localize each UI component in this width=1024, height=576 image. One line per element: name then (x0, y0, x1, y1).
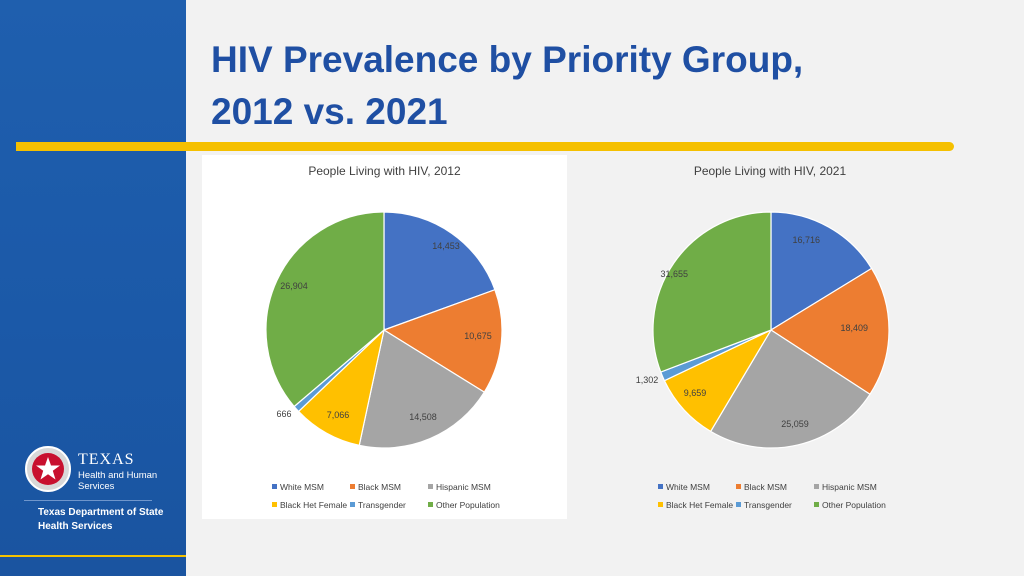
chart-panel-2012: People Living with HIV, 2012 14,453 10,67… (202, 155, 567, 519)
legend-label: Black MSM (358, 482, 401, 492)
pie-slice-other-population (265, 211, 385, 408)
pie-slice-black-msm (769, 267, 890, 396)
data-label-black-msm: 18,409 (840, 323, 868, 333)
legend-swatch (272, 502, 277, 507)
data-label-hispanic-msm: 14,508 (409, 412, 437, 422)
legend-label: White MSM (280, 482, 324, 492)
title-underline-bar (16, 142, 954, 151)
dept-name-line1: Texas Department of State (38, 507, 164, 518)
legend-swatch (428, 502, 433, 507)
legend-item-white-msm: White MSM (272, 482, 324, 492)
legend-swatch (814, 484, 819, 489)
legend-label: Transgender (744, 500, 792, 510)
data-label-transgender: 666 (276, 409, 291, 419)
logo-texas-word: TEXAS (78, 451, 135, 468)
legend-item-black-msm: Black MSM (736, 482, 787, 492)
legend-item-black-het-female: Black Het Female (658, 500, 733, 510)
data-label-white-msm: 14,453 (432, 241, 460, 251)
pie-slice-hispanic-msm (709, 329, 871, 449)
legend-swatch (428, 484, 433, 489)
chart-title-2012: People Living with HIV, 2012 (308, 164, 461, 178)
legend-item-other-population: Other Population (428, 500, 500, 510)
legend-item-hispanic-msm: Hispanic MSM (428, 482, 491, 492)
hhs-logo: TEXAS Health and Human Services (24, 444, 164, 494)
legend-label: Black MSM (744, 482, 787, 492)
texas-seal-icon (25, 446, 71, 492)
legend-label: Other Population (822, 500, 886, 510)
data-label-black-het-female: 9,659 (684, 388, 707, 398)
pie-slice-hispanic-msm (358, 329, 486, 449)
legend-item-black-msm: Black MSM (350, 482, 401, 492)
sidebar-panel: TEXAS Health and Human Services Texas De… (0, 0, 186, 576)
pie-slice-white-msm (383, 211, 496, 331)
legend-swatch (658, 502, 663, 507)
legend-swatch (736, 502, 741, 507)
legend-item-hispanic-msm: Hispanic MSM (814, 482, 877, 492)
legend-item-black-het-female: Black Het Female (272, 500, 347, 510)
legend-label: Black Het Female (280, 500, 348, 510)
legend-item-white-msm: White MSM (658, 482, 710, 492)
legend-label: Other Population (436, 500, 500, 510)
data-label-hispanic-msm: 25,059 (781, 419, 809, 429)
chart-panel-2021: People Living with HIV, 2021 16,716 18,40… (580, 155, 960, 519)
dept-name-line2: Health Services (38, 521, 113, 532)
pie-chart-2012: 14,453 10,675 14,508 7,066 666 26,904 (265, 211, 503, 449)
logo-agency-line2: Services (78, 481, 115, 492)
legend-swatch (350, 502, 355, 507)
pie-slice-other-population (652, 211, 772, 373)
data-label-black-het-female: 7,066 (327, 410, 350, 420)
legend-swatch (272, 484, 277, 489)
legend-label: Hispanic MSM (436, 482, 491, 492)
data-label-transgender: 1,302 (636, 375, 659, 385)
legend-label: Black Het Female (666, 500, 734, 510)
legend-swatch (350, 484, 355, 489)
pie-chart-2021: 16,716 18,409 25,059 9,659 1,302 31,655 (636, 211, 890, 449)
data-label-black-msm: 10,675 (464, 331, 492, 341)
chart-title-2021: People Living with HIV, 2021 (693, 164, 847, 178)
legend-swatch (814, 502, 819, 507)
legend-swatch (736, 484, 741, 489)
legend-item-transgender: Transgender (736, 500, 792, 510)
legend-item-transgender: Transgender (350, 500, 406, 510)
legend-label: Hispanic MSM (822, 482, 877, 492)
legend-label: Transgender (358, 500, 406, 510)
legend-label: White MSM (666, 482, 710, 492)
pie-slice-white-msm (770, 211, 873, 332)
slide-title: HIV Prevalence by Priority Group, 2012 v… (211, 34, 971, 138)
slide-title-line2: 2012 vs. 2021 (211, 91, 448, 132)
data-label-white-msm: 16,716 (792, 235, 820, 245)
legend-item-other-population: Other Population (814, 500, 886, 510)
slide-title-line1: HIV Prevalence by Priority Group, (211, 39, 804, 80)
data-label-other-population: 26,904 (280, 281, 308, 291)
pie-slice-black-msm (382, 288, 503, 394)
legend-swatch (658, 484, 663, 489)
logo-agency-line1: Health and Human (78, 470, 158, 481)
logo-divider (24, 500, 152, 501)
sidebar-bottom-rule (0, 555, 186, 557)
data-label-other-population: 31,655 (660, 269, 688, 279)
